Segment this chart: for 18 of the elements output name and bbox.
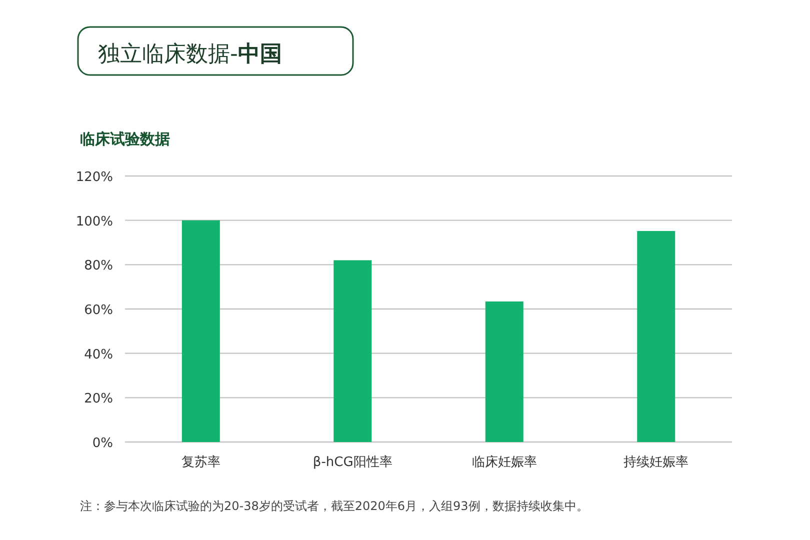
chart-title: 独立临床数据-中国 bbox=[98, 42, 282, 67]
text: 注：参与本次临床试验的为20-38岁的受试者，截至2020年6月，入组93例，数据持续收集中。 bbox=[80, 499, 588, 513]
bar bbox=[182, 220, 220, 442]
y-tick-label: 80% bbox=[84, 258, 113, 274]
x-tick-label: β-hCG阳性率 bbox=[312, 454, 392, 470]
bar bbox=[637, 230, 676, 442]
y-tick-label: 60% bbox=[84, 303, 113, 318]
y-tick-label: 0% bbox=[92, 436, 113, 451]
y-tick-label: 120% bbox=[76, 170, 113, 185]
x-tick-label: 临床妊娠率 bbox=[472, 454, 537, 470]
bar bbox=[485, 301, 524, 442]
y-tick-label: 20% bbox=[84, 392, 113, 407]
x-tick-label: 持续妊娠率 bbox=[624, 454, 689, 470]
chart-subtitle: 临床试验数据 bbox=[80, 130, 170, 148]
y-tick-label: 40% bbox=[84, 347, 113, 362]
y-tick-label: 100% bbox=[76, 214, 113, 230]
x-tick-label: 复苏率 bbox=[181, 454, 220, 470]
bar bbox=[334, 260, 372, 442]
